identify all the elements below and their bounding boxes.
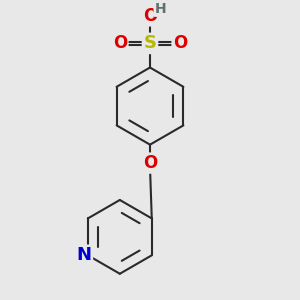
Text: O: O: [143, 154, 157, 172]
Text: S: S: [143, 34, 157, 52]
Text: N: N: [76, 246, 92, 264]
Text: O: O: [113, 34, 127, 52]
Text: H: H: [155, 2, 167, 16]
Text: O: O: [143, 7, 157, 25]
Text: O: O: [173, 34, 187, 52]
